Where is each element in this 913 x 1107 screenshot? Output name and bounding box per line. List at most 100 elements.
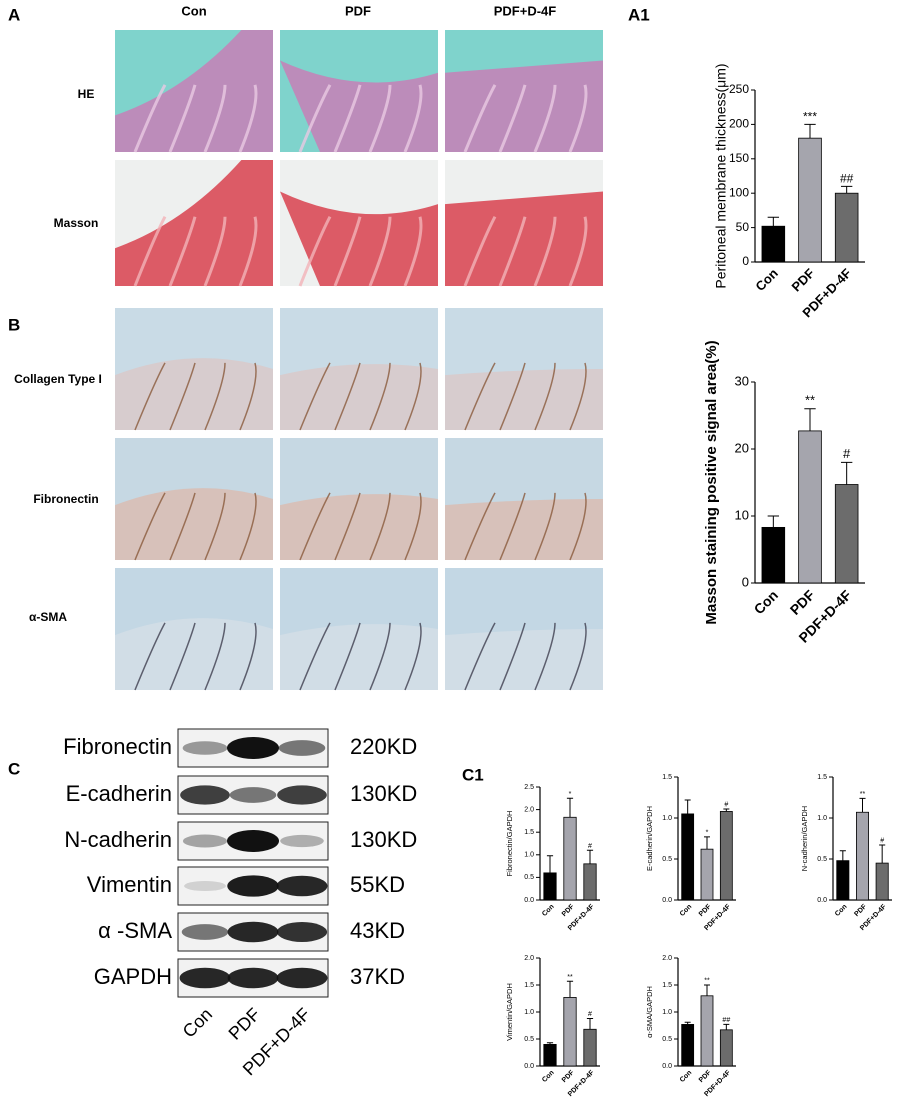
- significance-mark: **: [567, 974, 573, 981]
- bar: [761, 526, 786, 584]
- y-tick-label: 2.0: [662, 955, 672, 962]
- tissue-fiber: [134, 622, 166, 691]
- blot-band: [182, 834, 228, 848]
- tissue-fiber: [403, 216, 423, 287]
- x-tick-label: PDF: [698, 1069, 713, 1084]
- panel-label: A1: [628, 5, 650, 24]
- blot-band: [227, 967, 279, 989]
- tissue-fiber: [568, 84, 588, 153]
- error-bar: [767, 515, 780, 528]
- bar: [856, 811, 869, 901]
- tissue: [280, 191, 438, 286]
- tissue-fiber: [298, 215, 332, 287]
- x-tick-label: Con: [541, 903, 556, 918]
- bar: [681, 813, 695, 901]
- x-tick-label: PDF: [561, 903, 576, 918]
- blot-band: [276, 875, 328, 897]
- y-tick-label: 1.5: [662, 982, 672, 989]
- tissue-fiber: [463, 84, 497, 153]
- blot-band: [227, 875, 279, 897]
- error-bar: [704, 836, 710, 850]
- error-bar: [840, 185, 853, 194]
- row-label: α-SMA: [29, 610, 67, 624]
- y-axis-label: E-cadherin/GAPDH: [645, 806, 654, 871]
- bar: [681, 1024, 695, 1067]
- tissue: [280, 364, 438, 430]
- tissue-fiber: [298, 84, 332, 153]
- tissue-fiber: [203, 84, 227, 153]
- significance-mark: *: [706, 830, 709, 837]
- tissue-fiber: [404, 622, 422, 691]
- x-tick-label: PDF: [853, 903, 868, 918]
- error-bar: [704, 984, 710, 996]
- significance-mark: #: [588, 1011, 592, 1018]
- tissue-fiber: [239, 622, 257, 691]
- y-axis-label: Masson staining positive signal area(%): [703, 340, 720, 624]
- y-axis-label: Fibronectin/GAPDH: [505, 811, 514, 877]
- row-label: HE: [78, 87, 95, 101]
- tissue-fiber: [299, 492, 331, 561]
- y-tick-label: 0: [742, 254, 749, 268]
- tissue-fiber: [369, 492, 391, 561]
- error-bar: [586, 1017, 594, 1030]
- protein-label: α -SMA: [98, 918, 172, 943]
- y-tick-label: 0.0: [524, 897, 534, 904]
- tissue-fiber: [334, 492, 361, 561]
- column-header: Con: [181, 3, 206, 18]
- tissue-fiber: [369, 622, 391, 691]
- blot-band: [181, 924, 229, 940]
- y-axis-label: N-cadherin/GAPDH: [800, 806, 809, 871]
- tissue: [280, 494, 438, 560]
- error-bar: [723, 1023, 730, 1030]
- x-tick-label: PDF: [787, 587, 818, 618]
- y-tick-label: 10: [735, 507, 749, 522]
- y-tick-label: 50: [736, 220, 750, 234]
- protein-label: N-cadherin: [64, 827, 172, 852]
- y-tick-label: 150: [729, 151, 749, 165]
- molecular-weight: 220KD: [350, 734, 417, 759]
- x-tick-label: PDF: [561, 1069, 576, 1084]
- tissue-fiber: [368, 84, 392, 153]
- y-tick-label: 100: [729, 185, 749, 199]
- significance-mark: **: [805, 392, 815, 407]
- y-tick-label: 0.0: [662, 1063, 672, 1070]
- tissue-fiber: [403, 84, 423, 153]
- error-bar: [684, 799, 691, 814]
- significance-mark: **: [860, 791, 866, 798]
- bar: [834, 192, 859, 263]
- tissue-fiber: [169, 362, 196, 431]
- y-axis-label: Vimentin/GAPDH: [505, 983, 514, 1041]
- tissue-fiber: [204, 492, 226, 561]
- row-label: Fibronectin: [33, 492, 98, 506]
- bar: [719, 811, 733, 901]
- molecular-weight: 130KD: [350, 827, 417, 852]
- tissue-fiber: [239, 492, 257, 561]
- significance-mark: ***: [803, 109, 817, 123]
- tissue-fiber: [299, 362, 331, 431]
- row-label: Collagen Type I: [14, 372, 102, 386]
- x-tick-label: Con: [834, 903, 849, 918]
- tissue-fiber: [134, 492, 166, 561]
- molecular-weight: 130KD: [350, 781, 417, 806]
- blot-band: [227, 737, 279, 759]
- molecular-weight: 37KD: [350, 964, 405, 989]
- tissue-fiber: [369, 362, 391, 431]
- panel-label: C: [8, 759, 20, 778]
- column-header: PDF: [345, 3, 371, 18]
- y-tick-label: 0.5: [524, 1036, 534, 1043]
- column-header: PDF+D-4F: [494, 3, 557, 18]
- error-bar: [840, 461, 853, 485]
- blot-band: [229, 787, 277, 803]
- tissue: [280, 624, 438, 690]
- x-tick-label: Con: [541, 1069, 556, 1084]
- tissue-fiber: [569, 492, 587, 561]
- error-bar: [859, 797, 866, 813]
- tissue-fiber: [239, 362, 257, 431]
- y-tick-label: 1.5: [524, 829, 534, 836]
- y-tick-label: 0.5: [817, 856, 827, 863]
- tissue-fiber: [368, 216, 392, 287]
- x-tick-label: PDF: [698, 903, 713, 918]
- y-axis-label: α-SMA/GAPDH: [645, 986, 654, 1038]
- error-bar: [804, 408, 816, 431]
- significance-mark: #: [724, 802, 728, 809]
